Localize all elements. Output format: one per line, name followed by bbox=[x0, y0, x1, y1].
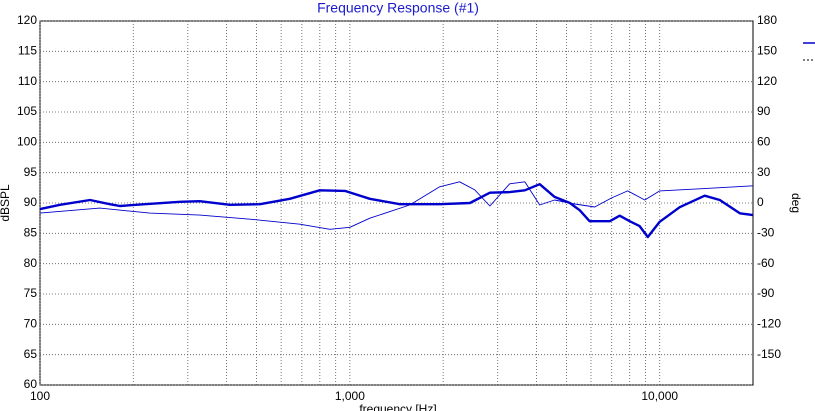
y-tick-label: 75 bbox=[24, 286, 38, 300]
y2-tick-label: -120 bbox=[757, 317, 781, 331]
y2-tick-label: 90 bbox=[757, 104, 771, 118]
y-tick-label: 115 bbox=[18, 44, 37, 58]
y-tick-label: 85 bbox=[24, 226, 38, 240]
y-tick-label: 120 bbox=[17, 13, 37, 27]
chart-title: Frequency Response (#1) bbox=[317, 0, 479, 16]
y-tick-label: 110 bbox=[18, 74, 37, 88]
y2-tick-label: -150 bbox=[757, 347, 781, 361]
series-line bbox=[39, 182, 754, 239]
y2-tick-label: 0 bbox=[757, 195, 764, 209]
y2-tick-label: 180 bbox=[757, 13, 777, 27]
x-tick-label: 100 bbox=[30, 389, 50, 403]
y2-tick-label: 150 bbox=[757, 44, 777, 58]
y2-tick-label: -90 bbox=[757, 286, 775, 300]
y-tick-label: 70 bbox=[24, 317, 38, 331]
y2-axis-label: deg bbox=[789, 193, 803, 213]
y2-tick-label: 120 bbox=[757, 74, 777, 88]
y-axis-label: dBSPL bbox=[0, 184, 12, 222]
x-axis-label: frequency [Hz] bbox=[359, 402, 436, 411]
y2-tick-label: 60 bbox=[757, 135, 771, 149]
y-tick-label: 95 bbox=[24, 165, 38, 179]
y-tick-label: 80 bbox=[24, 256, 38, 270]
series-line bbox=[39, 181, 754, 230]
y-tick-label: 105 bbox=[17, 104, 37, 118]
x-tick-label: 1,000 bbox=[335, 389, 365, 403]
x-tick-label: 10,000 bbox=[641, 389, 678, 403]
y2-tick-label: -60 bbox=[757, 256, 775, 270]
y-tick-label: 65 bbox=[24, 347, 38, 361]
y2-tick-label: 30 bbox=[757, 165, 771, 179]
y-tick-label: 100 bbox=[17, 135, 37, 149]
y-tick-label: 60 bbox=[24, 377, 38, 391]
y-tick-label: 90 bbox=[24, 195, 38, 209]
y2-tick-label: -30 bbox=[757, 226, 775, 240]
